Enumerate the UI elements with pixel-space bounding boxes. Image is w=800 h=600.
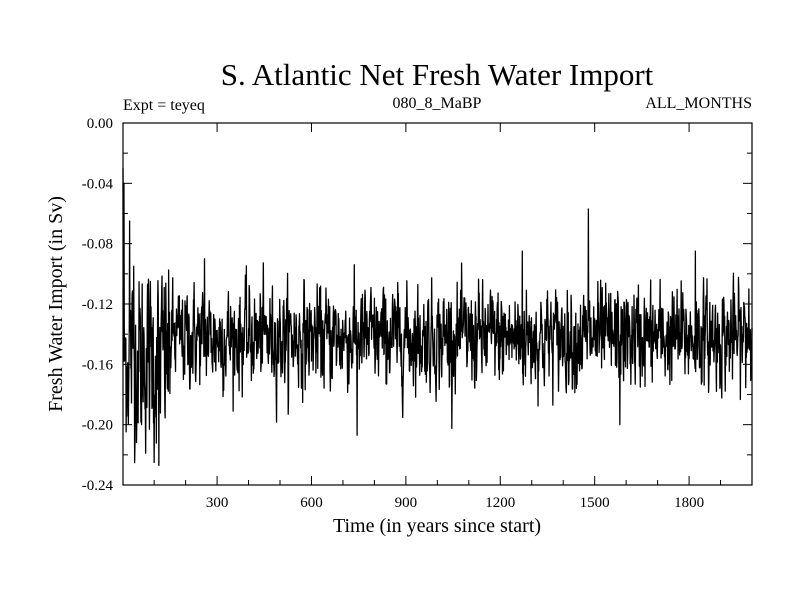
months-label: ALL_MONTHS	[645, 95, 752, 112]
y-tick-label: -0.24	[82, 478, 114, 494]
y-tick-label: -0.08	[82, 237, 113, 253]
y-axis: 0.00 -0.04 -0.08 -0.12 -0.16 -0.20 -0.24	[82, 116, 752, 494]
y-tick-label: -0.04	[82, 176, 114, 192]
x-axis-label: Time (in years since start)	[333, 515, 541, 537]
chart-title: S. Atlantic Net Fresh Water Import	[221, 57, 654, 92]
experiment-label: Expt = teyeq	[123, 97, 205, 114]
x-tick-label: 1800	[674, 495, 704, 511]
series-line	[122, 168, 753, 467]
x-axis: 300 600 900 1200 1500 1800	[153, 123, 722, 511]
x-tick-label: 900	[395, 495, 418, 511]
y-axis-label: Fresh Water Import (in Sv)	[45, 196, 67, 412]
x-tick-label: 1200	[485, 495, 515, 511]
period-label: 080_8_MaBP	[393, 95, 482, 112]
y-tick-label: -0.12	[82, 297, 113, 313]
y-tick-label: 0.00	[87, 116, 113, 132]
y-tick-label: -0.20	[82, 418, 113, 434]
x-tick-label: 600	[300, 495, 323, 511]
x-tick-label: 1500	[580, 495, 610, 511]
x-tick-label: 300	[206, 495, 229, 511]
y-tick-label: -0.16	[82, 357, 114, 373]
